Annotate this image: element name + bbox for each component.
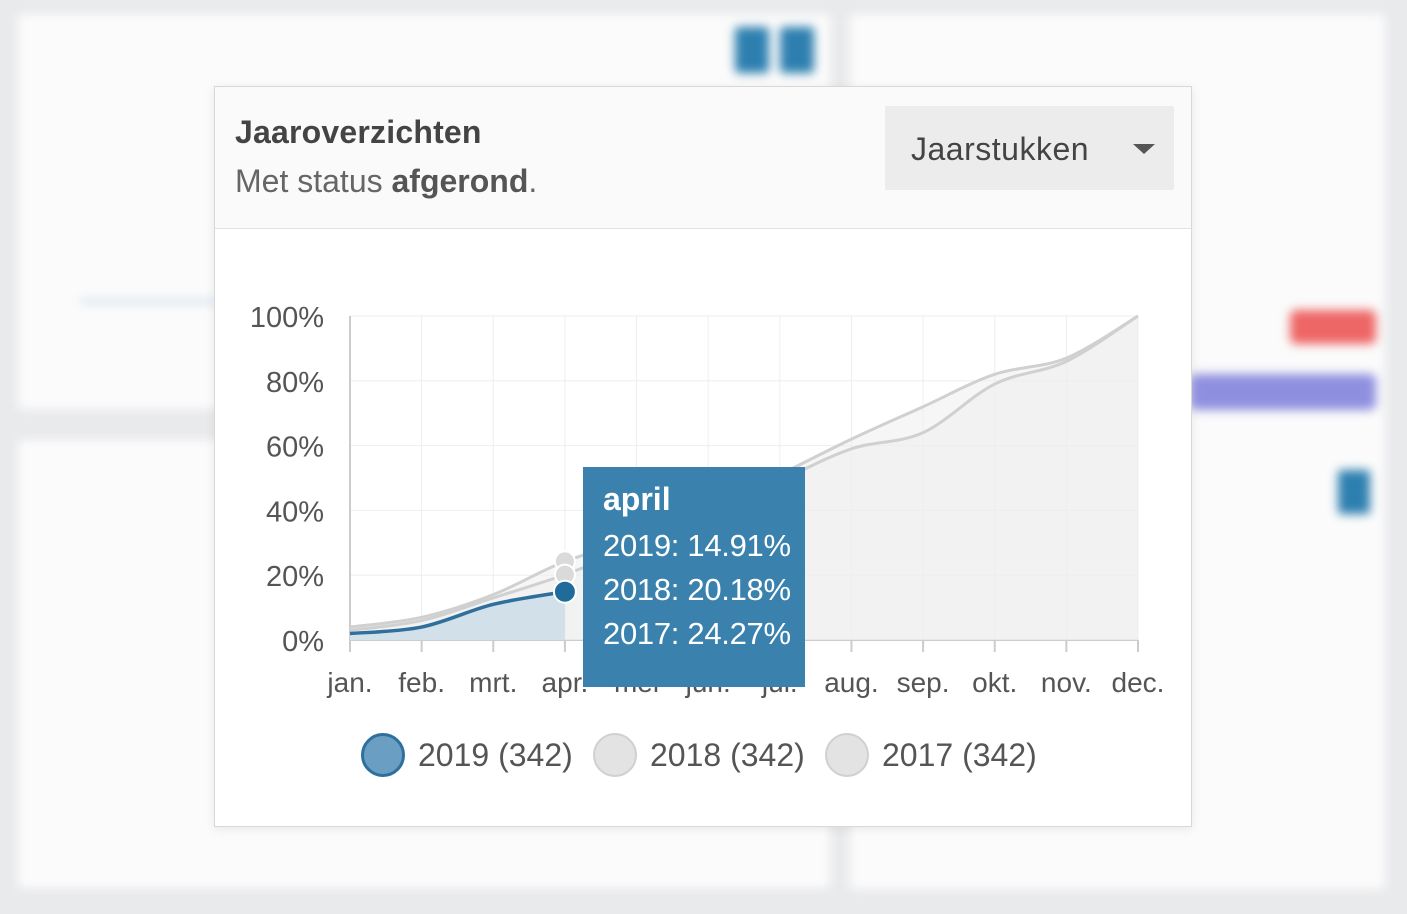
tooltip-title: april xyxy=(603,481,671,517)
tooltip-line-2019: 2019: 14.91% xyxy=(603,528,791,563)
series-area-2018 xyxy=(350,316,1138,640)
bg-next-button xyxy=(780,27,814,73)
x-tick-label: feb. xyxy=(398,667,445,698)
bg-page-button xyxy=(1338,470,1370,514)
bg-prev-button xyxy=(735,27,769,73)
y-tick-label: 40% xyxy=(266,496,324,528)
card-subtitle: Met status afgerond. xyxy=(235,163,537,200)
subtitle-prefix: Met status xyxy=(235,163,392,199)
x-tick-label: apr. xyxy=(542,667,589,698)
legend-label-2018: 2018 (342) xyxy=(650,737,805,773)
legend-item-2018[interactable]: 2018 (342) xyxy=(593,733,813,781)
x-tick-label: aug. xyxy=(824,667,879,698)
subtitle-status: afgerond xyxy=(391,163,529,199)
subtitle-suffix: . xyxy=(528,163,538,199)
x-tick-label: mrt. xyxy=(469,667,517,698)
legend-dot-2018 xyxy=(593,733,637,777)
bg-line xyxy=(80,300,220,303)
y-tick-label: 0% xyxy=(282,626,324,658)
legend-item-2017[interactable]: 2017 (342) xyxy=(825,733,1045,781)
y-tick-label: 100% xyxy=(250,302,324,334)
x-tick-label: nov. xyxy=(1041,667,1092,698)
legend-item-2019[interactable]: 2019 (342) xyxy=(361,733,581,781)
series-area-2019 xyxy=(350,591,565,640)
legend-label-2019: 2019 (342) xyxy=(418,737,573,773)
bg-purple-badge xyxy=(1190,374,1376,410)
x-tick-label: okt. xyxy=(972,667,1017,698)
y-tick-label: 20% xyxy=(266,561,324,593)
document-type-dropdown[interactable]: Jaarstukken xyxy=(885,106,1174,190)
x-tick-label: sep. xyxy=(897,667,950,698)
dropdown-value: Jaarstukken xyxy=(911,131,1090,167)
card-header: Jaaroverzichten Met status afgerond. Jaa… xyxy=(215,87,1191,229)
legend-label-2017: 2017 (342) xyxy=(882,737,1037,773)
chevron-down-icon xyxy=(1133,144,1155,154)
y-tick-label: 60% xyxy=(266,432,324,464)
card-title: Jaaroverzichten xyxy=(235,114,482,150)
y-tick-label: 80% xyxy=(266,367,324,399)
series-line-2019 xyxy=(349,589,566,636)
tooltip-line-2017: 2017: 24.27% xyxy=(603,616,791,651)
legend-dot-2019 xyxy=(361,733,405,777)
legend-dot-2017 xyxy=(825,733,869,777)
point-marker-2019 xyxy=(552,579,577,604)
chart-tooltip: april 2019: 14.91% 2018: 20.18% 2017: 24… xyxy=(583,467,805,687)
x-tick-label: jan. xyxy=(326,667,372,698)
x-tick-label: dec. xyxy=(1112,667,1165,698)
bg-red-badge xyxy=(1290,310,1376,344)
tooltip-line-2018: 2018: 20.18% xyxy=(603,572,791,607)
